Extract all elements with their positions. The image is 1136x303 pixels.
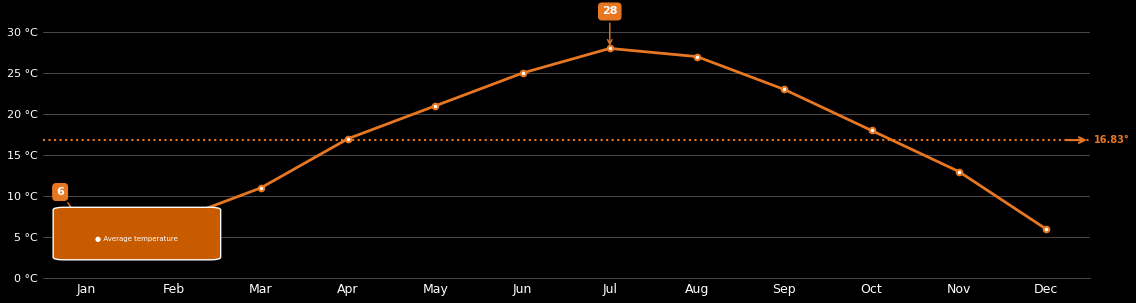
- FancyBboxPatch shape: [53, 207, 220, 260]
- Text: 6: 6: [56, 187, 84, 225]
- Text: ● Average temperature: ● Average temperature: [95, 236, 178, 242]
- Text: 28: 28: [602, 6, 618, 44]
- Text: 16.83°: 16.83°: [1094, 135, 1129, 145]
